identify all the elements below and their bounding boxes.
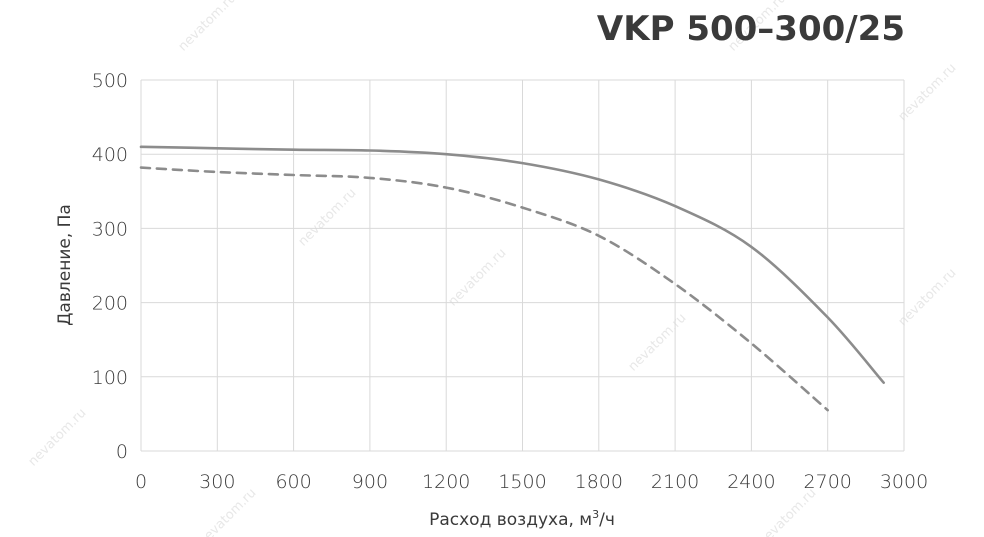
watermark-text-7: nevatom.ru bbox=[196, 486, 260, 537]
watermark-text-3: nevatom.ru bbox=[296, 186, 360, 250]
chart-title: VKP 500–300/25 bbox=[597, 9, 905, 49]
series-line-1 bbox=[139, 166, 829, 412]
watermark-text-9: nevatom.ru bbox=[896, 266, 960, 330]
tick-labels: 0 300 600 900 1200 1500 1800 2100 2400 2700 3000 0 1… bbox=[92, 70, 928, 493]
x-axis-label: Расход воздуха, м3/ч bbox=[429, 508, 615, 530]
y-tick-label-1: 100 bbox=[92, 367, 128, 389]
x-tick-label-7: 2100 bbox=[651, 471, 699, 493]
x-tick-label-4: 1200 bbox=[422, 471, 470, 493]
x-tick-label-8: 2400 bbox=[727, 471, 775, 493]
watermark-text-2: nevatom.ru bbox=[896, 61, 960, 125]
x-axis-label-suffix: /ч bbox=[599, 510, 615, 530]
x-tick-label-2: 600 bbox=[275, 471, 311, 493]
y-tick-label-5: 500 bbox=[92, 70, 128, 92]
grid bbox=[140, 79, 905, 452]
x-tick-label-9: 2700 bbox=[804, 471, 852, 493]
y-tick-label-0: 0 bbox=[116, 441, 128, 463]
x-axis-label-sup: 3 bbox=[592, 508, 599, 521]
x-tick-label-6: 1800 bbox=[575, 471, 623, 493]
y-tick-label-4: 400 bbox=[92, 144, 128, 166]
y-axis-label: Давление, Па bbox=[55, 204, 75, 326]
watermark-layer: nevatom.ru nevatom.ru nevatom.ru nevatom.ru… bbox=[26, 0, 960, 537]
x-axis-label-main: Расход воздуха, м bbox=[429, 510, 592, 530]
series-layer bbox=[139, 145, 885, 412]
x-tick-label-5: 1500 bbox=[498, 471, 546, 493]
y-tick-label-2: 200 bbox=[92, 293, 128, 315]
watermark-text-6: nevatom.ru bbox=[26, 406, 90, 470]
watermark-text-8: nevatom.ru bbox=[756, 486, 820, 537]
watermark-text-5: nevatom.ru bbox=[626, 311, 690, 375]
x-tick-label-0: 0 bbox=[135, 471, 147, 493]
x-tick-label-10: 3000 bbox=[880, 471, 928, 493]
watermark-text-0: nevatom.ru bbox=[176, 0, 240, 54]
x-tick-label-3: 900 bbox=[352, 471, 388, 493]
watermark-text-4: nevatom.ru bbox=[446, 246, 510, 310]
series-line-0 bbox=[139, 145, 885, 384]
x-tick-label-1: 300 bbox=[199, 471, 235, 493]
y-tick-label-3: 300 bbox=[92, 218, 128, 240]
